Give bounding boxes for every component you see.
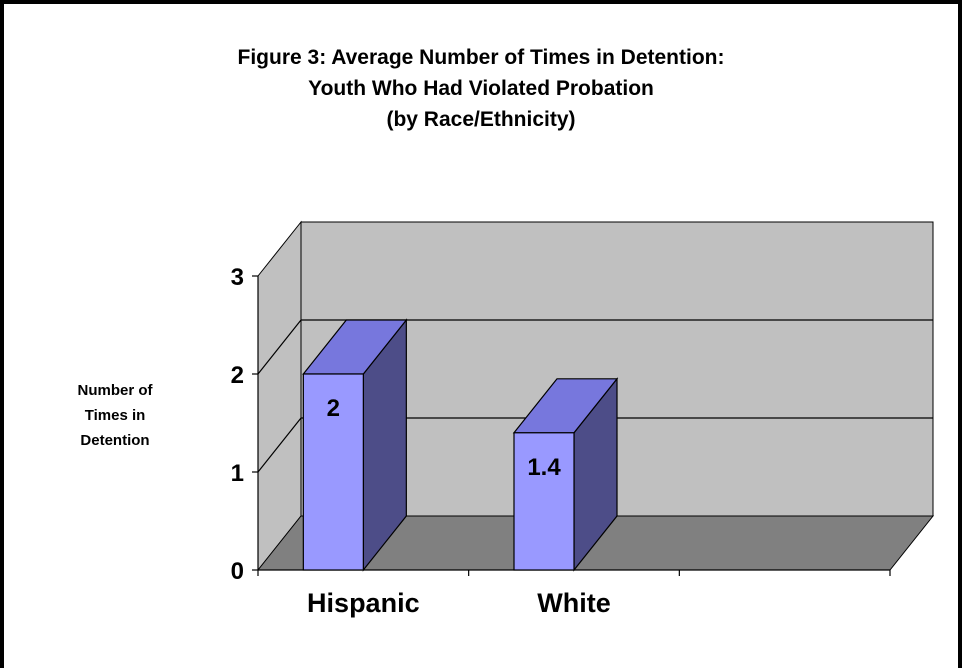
side-wall xyxy=(257,220,302,572)
y-axis-label-line-2: Times in xyxy=(84,407,146,424)
y-tick-label: 2 xyxy=(231,362,244,389)
y-tick-label: 0 xyxy=(231,558,244,585)
chart-title-line-3: (by Race/Ethnicity) xyxy=(386,108,576,131)
x-tick-label: Hispanic xyxy=(307,588,420,618)
gridline-side xyxy=(257,417,302,473)
bar-white: 1.4 xyxy=(512,377,619,572)
y-axis-label-line-1: Number of xyxy=(77,382,153,399)
y-tick-label: 3 xyxy=(231,264,244,291)
data-label: 1.4 xyxy=(527,454,561,481)
bar-hispanic: 2 xyxy=(302,318,408,572)
y-tick-label: 1 xyxy=(231,460,244,487)
gridline-side xyxy=(257,319,302,375)
chart-title: Figure 3: Average Number of Times in Det… xyxy=(0,42,962,135)
y-axis-label-line-3: Detention xyxy=(80,432,150,449)
y-axis-label: Number of Times in Detention xyxy=(40,378,190,453)
chart-title-line-1: Figure 3: Average Number of Times in Det… xyxy=(237,46,725,69)
chart-title-line-2: Youth Who Had Violated Probation xyxy=(308,77,654,100)
bar-front xyxy=(513,432,575,571)
data-label: 2 xyxy=(327,395,340,422)
x-tick-label: White xyxy=(537,588,611,618)
bar-front xyxy=(302,373,364,571)
